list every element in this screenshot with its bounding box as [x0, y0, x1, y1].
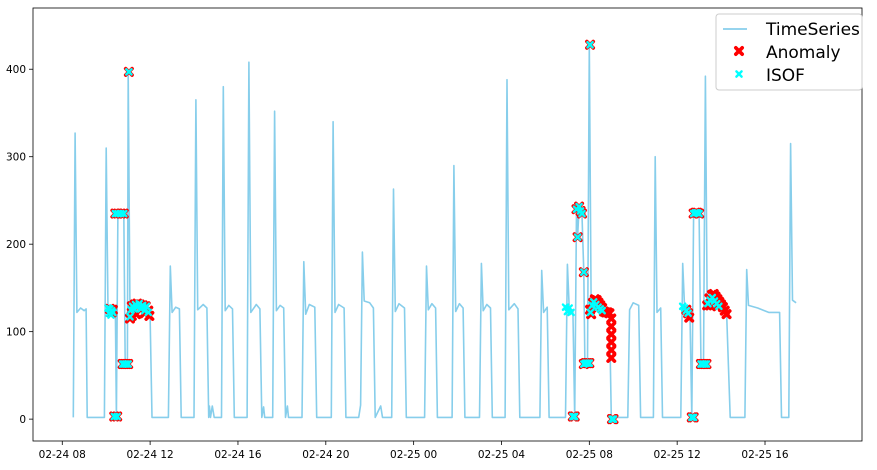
anomaly-marker	[606, 313, 617, 324]
x-tick-label: 02-25 08	[566, 449, 613, 461]
axes-frame	[32, 7, 863, 442]
x-tick-label: 02-25 00	[390, 449, 437, 461]
legend-box	[715, 13, 863, 91]
timeseries-line	[72, 43, 797, 419]
x-tick-label: 02-25 04	[478, 449, 526, 461]
plot-area	[72, 39, 797, 425]
isof-marker	[567, 308, 575, 317]
anomaly-marker	[606, 329, 617, 340]
y-tick-label: 300	[6, 152, 26, 164]
isof-markers	[104, 40, 723, 423]
isof-marker	[689, 413, 698, 422]
isof-marker	[586, 40, 594, 49]
y-tick-label: 100	[6, 327, 26, 339]
y-axis: 0 100 200 300 400	[6, 64, 33, 426]
y-tick-label: 0	[19, 414, 26, 426]
isof-marker	[113, 412, 121, 421]
legend-isof-marker	[735, 70, 743, 78]
isof-marker	[142, 302, 151, 311]
isof-marker	[609, 415, 618, 423]
anomaly-marker	[606, 345, 617, 356]
isof-marker	[702, 360, 711, 368]
legend: TimeSeries Anomaly ISOF	[715, 13, 863, 91]
isof-marker	[586, 308, 595, 317]
legend-anomaly-icon	[734, 46, 744, 56]
anomaly-marker	[606, 352, 617, 363]
isof-marker	[578, 209, 586, 218]
isof-marker	[108, 308, 117, 317]
isof-marker	[125, 68, 133, 76]
isof-marker	[144, 308, 153, 317]
x-tick-label: 02-24 08	[39, 449, 86, 461]
anomaly-marker	[606, 321, 617, 332]
x-tick-label: 02-25 12	[654, 449, 701, 461]
legend-label-timeseries: TimeSeries	[765, 20, 860, 40]
isof-marker	[715, 302, 723, 311]
y-tick-label: 400	[6, 64, 26, 76]
isof-marker	[119, 209, 128, 218]
legend-anomaly-marker	[734, 46, 744, 56]
legend-label-isof: ISOF	[766, 66, 805, 86]
x-tick-label: 02-24 16	[214, 449, 262, 461]
anomaly-marker	[721, 309, 732, 320]
x-tick-label: 02-24 12	[127, 449, 174, 461]
anomaly-marker	[606, 337, 617, 348]
x-tick-label: 02-25 16	[741, 449, 789, 461]
x-tick-label: 02-24 20	[302, 449, 349, 461]
isof-marker	[598, 306, 606, 315]
isof-marker	[580, 268, 588, 276]
isof-marker	[684, 309, 692, 318]
isof-marker	[124, 360, 132, 368]
legend-isof-icon	[735, 70, 743, 78]
isof-marker	[126, 312, 134, 321]
isof-marker	[573, 233, 582, 241]
isof-marker	[570, 412, 579, 421]
isof-marker	[695, 209, 703, 218]
isof-marker	[585, 359, 594, 367]
y-tick-label: 200	[6, 239, 26, 251]
legend-label-anomaly: Anomaly	[766, 43, 841, 63]
x-axis: 02-24 08 02-24 12 02-24 16 02-24 20 02-25 00…	[39, 441, 789, 461]
